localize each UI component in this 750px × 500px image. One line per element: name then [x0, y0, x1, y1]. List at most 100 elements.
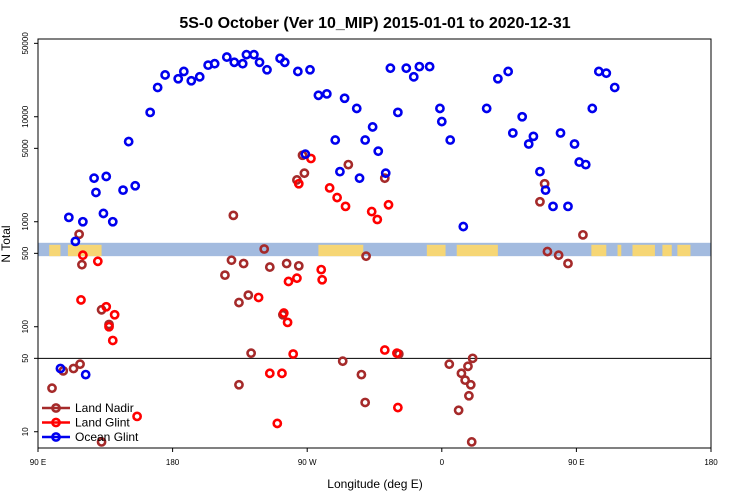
data-point [335, 166, 345, 177]
land-segment [318, 244, 364, 257]
data-point [305, 64, 315, 75]
data-point [74, 229, 85, 240]
data-point [209, 58, 220, 69]
data-point [339, 93, 350, 104]
data-point [321, 89, 332, 99]
data-point [272, 418, 283, 429]
y-tick-label: 100 [21, 320, 30, 334]
data-point [68, 363, 79, 374]
data-point [580, 159, 591, 170]
data-point [356, 369, 367, 380]
data-point [77, 216, 88, 227]
land-segment [67, 244, 102, 257]
data-point [379, 345, 390, 355]
data-point [241, 49, 252, 60]
legend-label: Land Glint [75, 416, 130, 430]
data-point [292, 66, 303, 77]
land-segment [426, 244, 446, 257]
data-point [229, 57, 240, 68]
data-point [237, 58, 248, 69]
data-point [101, 171, 112, 182]
data-point [408, 71, 419, 82]
data-point [453, 405, 464, 416]
data-point [401, 63, 412, 74]
data-point [313, 90, 324, 101]
data-point [392, 348, 402, 359]
data-point [293, 178, 304, 189]
data-point [145, 107, 156, 118]
data-point [330, 135, 341, 145]
data-point [372, 214, 383, 225]
data-point [337, 356, 348, 367]
y-tick-label: 1000 [21, 212, 30, 230]
data-point [292, 273, 302, 284]
data-point [234, 379, 244, 390]
data-point [262, 64, 272, 75]
data-point [361, 251, 371, 262]
data-point [70, 236, 81, 247]
data-point [424, 61, 435, 72]
data-point [77, 250, 88, 261]
data-point [360, 135, 371, 145]
land-segment [591, 244, 607, 257]
x-axis: 90 E 180 90 W 0 90 E 180 [30, 448, 718, 467]
data-point [332, 192, 343, 203]
data-point [548, 201, 558, 212]
series-land-glint [76, 153, 403, 429]
data-point [107, 216, 118, 227]
y-tick-label: 50000 [21, 32, 30, 55]
data-point [392, 402, 403, 413]
legend-label: Ocean Glint [75, 430, 139, 444]
data-point [340, 201, 351, 212]
data-point [456, 368, 467, 379]
data-point [80, 369, 91, 380]
x-tick-label: 90 W [298, 458, 317, 467]
data-point [316, 264, 327, 275]
x-tick-label: 90 E [568, 458, 584, 467]
data-point [130, 180, 141, 191]
data-point [228, 210, 239, 221]
data-point [104, 321, 114, 332]
plot-frame [37, 38, 712, 449]
data-point [160, 70, 171, 80]
y-tick-label: 5000 [21, 139, 30, 157]
data-point [254, 57, 265, 68]
y-tick-label: 500 [21, 246, 30, 260]
legend-marker [51, 417, 61, 428]
data-point [343, 159, 354, 170]
data-point [220, 270, 230, 281]
data-point [109, 309, 120, 320]
land-segment [677, 244, 691, 257]
data-point [436, 116, 447, 127]
data-point [540, 185, 551, 196]
data-point [288, 349, 299, 359]
data-point [317, 274, 328, 285]
data-point [178, 66, 189, 77]
data-point [587, 103, 598, 114]
x-tick-label: 180 [166, 458, 180, 467]
data-point [467, 353, 478, 364]
data-point [593, 66, 604, 77]
data-point [383, 199, 394, 210]
land-segment [662, 244, 672, 257]
y-tick-label: 10 [21, 427, 30, 436]
x-tick-label: 90 E [30, 458, 46, 467]
data-point [492, 73, 503, 84]
data-point [226, 255, 237, 266]
data-point [392, 107, 403, 118]
data-point [458, 221, 469, 232]
data-point [101, 301, 112, 312]
data-point [507, 128, 518, 138]
data-point [277, 368, 287, 379]
data-point [278, 308, 289, 318]
data-point [324, 183, 335, 193]
data-point [563, 201, 573, 212]
data-point [535, 196, 545, 207]
data-point [445, 135, 456, 145]
data-point [300, 149, 311, 160]
legend-marker [51, 403, 61, 413]
data-point [47, 383, 57, 394]
data-point [118, 185, 128, 196]
data-point [77, 259, 87, 270]
data-point [89, 173, 99, 184]
